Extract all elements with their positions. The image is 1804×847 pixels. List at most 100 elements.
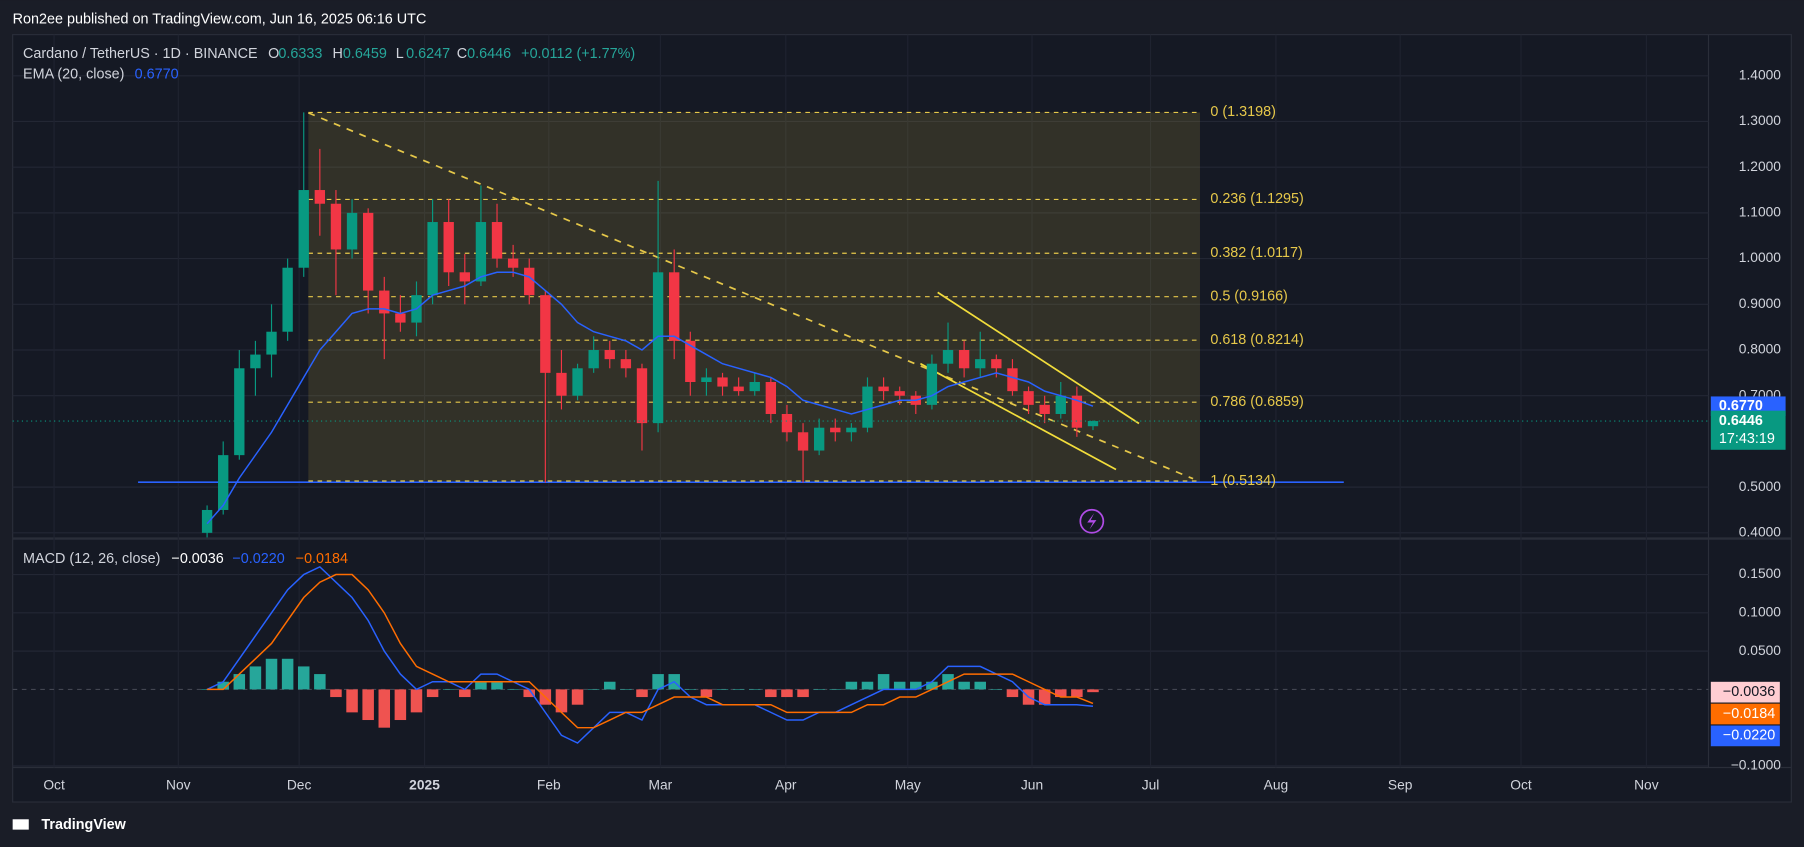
candle-body bbox=[1055, 395, 1066, 414]
macd-line-value: −0.0220 bbox=[232, 551, 284, 567]
macd-tag-label: −0.0036 bbox=[1723, 684, 1775, 700]
macd-legend-title: MACD (12, 26, close) bbox=[23, 551, 160, 567]
candle-body bbox=[459, 272, 470, 282]
macd-histogram-bar bbox=[893, 681, 906, 690]
x-tick-label: 2025 bbox=[409, 778, 440, 793]
macd-histogram-bar bbox=[297, 666, 310, 690]
candle-body bbox=[813, 427, 825, 451]
x-tick-label: Dec bbox=[287, 778, 312, 793]
macd-histogram-bar bbox=[990, 689, 1003, 690]
x-tick-label: Mar bbox=[649, 778, 673, 793]
macd-histogram-bar bbox=[426, 689, 439, 698]
candle-body bbox=[958, 350, 970, 369]
ema-legend-name: EMA (20, close) bbox=[23, 67, 124, 83]
candle-body bbox=[556, 372, 567, 396]
candle-body bbox=[830, 427, 841, 433]
macd-histogram-bar bbox=[974, 681, 986, 690]
x-tick-label: Jun bbox=[1021, 778, 1043, 793]
macd-histogram-bar bbox=[684, 689, 697, 690]
candle-body bbox=[250, 354, 261, 369]
y-tick-label: 0.9000 bbox=[1739, 296, 1782, 311]
brand[interactable]: TradingView bbox=[41, 817, 126, 833]
candle-body bbox=[894, 391, 905, 396]
macd-histogram-bar bbox=[410, 689, 423, 713]
x-tick-label: Oct bbox=[1510, 778, 1532, 793]
y-tick-label: 1.2000 bbox=[1739, 159, 1782, 174]
x-tick-label: Oct bbox=[43, 778, 65, 793]
candle-body bbox=[733, 386, 744, 392]
candle-body bbox=[572, 368, 583, 396]
candle-body bbox=[1071, 395, 1083, 428]
ohlc-key: C bbox=[457, 46, 467, 62]
macd-histogram-bar bbox=[748, 689, 761, 690]
y-tick-label: 1.3000 bbox=[1739, 113, 1782, 128]
candle-body bbox=[652, 272, 664, 424]
candle-body bbox=[379, 290, 390, 314]
x-tick-label: Nov bbox=[166, 778, 191, 793]
candle-body bbox=[298, 190, 309, 268]
y-tick-label: 1.1000 bbox=[1739, 205, 1782, 220]
macd-tag bbox=[1710, 725, 1780, 747]
macd-histogram-bar bbox=[1071, 689, 1083, 698]
candle-body bbox=[475, 222, 487, 282]
candle-body bbox=[1023, 391, 1034, 405]
macd-histogram-bar bbox=[716, 689, 729, 690]
candle-body bbox=[540, 295, 551, 373]
ohlc-value: 0.6247 bbox=[406, 46, 450, 62]
signal-line bbox=[207, 573, 1094, 729]
macd-histogram-bar bbox=[652, 674, 664, 690]
candle-body bbox=[636, 368, 648, 424]
candle-body bbox=[201, 509, 213, 533]
macd-histogram-bar bbox=[491, 681, 503, 690]
event-icon[interactable] bbox=[1079, 508, 1105, 534]
candle-body bbox=[991, 359, 1002, 369]
x-tick-label: Sep bbox=[1388, 778, 1413, 793]
macd-histogram-bar bbox=[217, 681, 229, 690]
macd-histogram-bar bbox=[265, 658, 278, 690]
candle-body bbox=[878, 386, 889, 392]
fib-label: 0.382 (1.0117) bbox=[1210, 245, 1302, 261]
y-tick-label: 0.8000 bbox=[1739, 342, 1782, 357]
candle-body bbox=[942, 350, 954, 364]
macd-histogram-bar bbox=[394, 689, 407, 721]
candle-body bbox=[1039, 404, 1050, 414]
event-icon-bolt bbox=[1087, 513, 1097, 530]
macd-histogram-bar bbox=[571, 689, 584, 705]
fib-label: 0.236 (1.1295) bbox=[1210, 191, 1304, 207]
macd-histogram-bar bbox=[926, 681, 938, 690]
fib-label: 0.786 (0.6859) bbox=[1210, 394, 1304, 410]
macd-histogram-bar bbox=[732, 689, 745, 690]
y-tick-label: 1.0000 bbox=[1739, 250, 1782, 265]
macd-histogram-bar bbox=[475, 681, 487, 690]
macd-histogram-bar bbox=[507, 689, 519, 690]
fib-label: 1 (0.5134) bbox=[1210, 473, 1276, 489]
candle-body bbox=[282, 267, 293, 332]
x-tick-label: Aug bbox=[1264, 778, 1289, 793]
x-tick-label: May bbox=[895, 778, 921, 793]
symbol-title: Cardano / TetherUS · 1D · BINANCE bbox=[23, 46, 258, 62]
grid bbox=[12, 34, 1709, 768]
ema-line bbox=[206, 271, 1094, 525]
candle-body bbox=[862, 386, 873, 428]
candle-body bbox=[218, 455, 229, 510]
candle-body bbox=[701, 377, 712, 382]
publisher: Ron2ee published on TradingView.com, Jun… bbox=[13, 11, 427, 27]
x-tick-label: Nov bbox=[1634, 778, 1659, 793]
candle-body bbox=[507, 258, 519, 268]
candle-body bbox=[346, 212, 358, 250]
macd-tag bbox=[1710, 703, 1780, 725]
macd-histogram-bar bbox=[201, 689, 213, 690]
x-tick-label: Jul bbox=[1142, 778, 1160, 793]
candle-body bbox=[717, 377, 728, 387]
macd-histogram-bar bbox=[765, 689, 777, 698]
macd-tag-label: −0.0184 bbox=[1723, 706, 1775, 722]
macd-histogram-bar bbox=[1055, 689, 1067, 698]
macd-histogram-bar bbox=[442, 689, 455, 690]
labels: Cardano / TetherUS · 1D · BINANCE EMA (2… bbox=[12, 46, 1786, 833]
x-tick-label: Apr bbox=[775, 778, 797, 793]
macd-tick-label: 0.0500 bbox=[1739, 643, 1782, 658]
candle-body bbox=[604, 350, 615, 360]
candle-body bbox=[330, 203, 342, 250]
ohlc-key: L bbox=[396, 46, 404, 62]
candle-body bbox=[234, 368, 245, 456]
